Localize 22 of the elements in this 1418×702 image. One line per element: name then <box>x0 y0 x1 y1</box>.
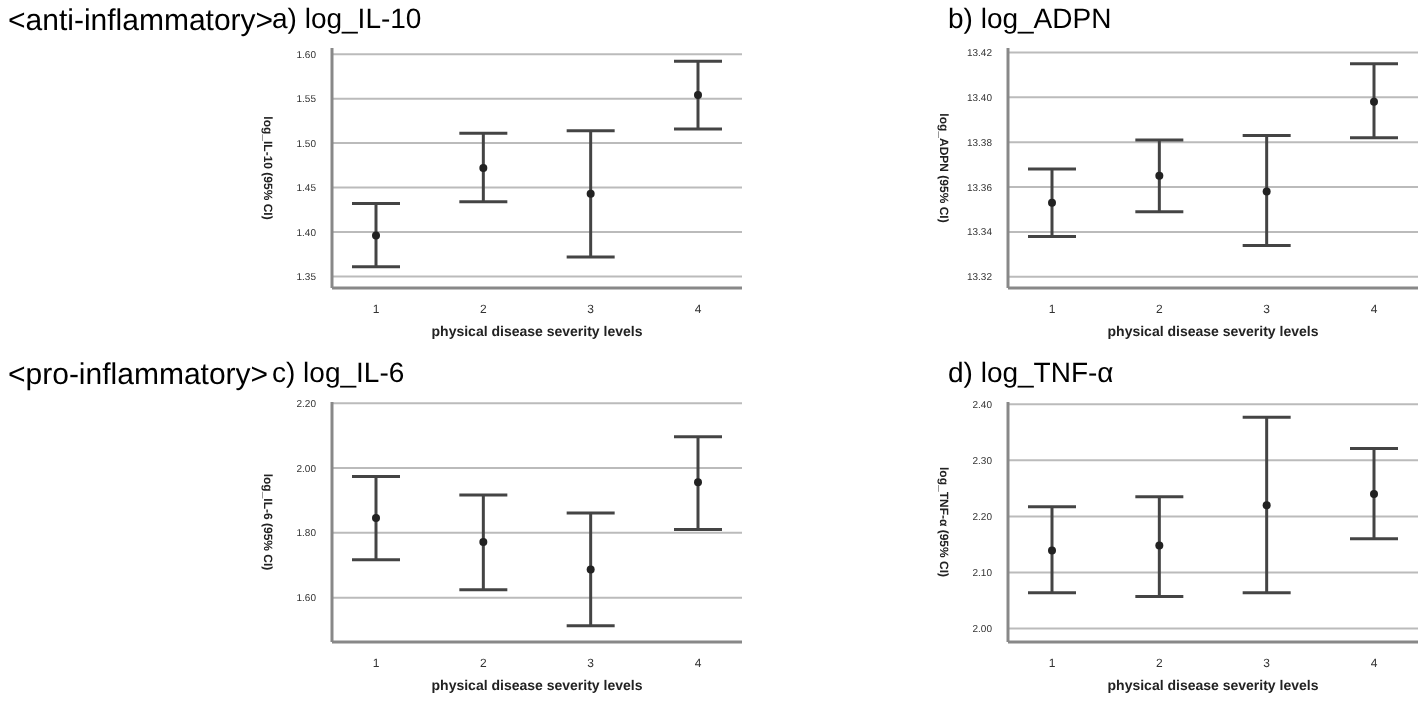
point <box>479 164 488 172</box>
point <box>1262 501 1271 510</box>
point <box>1048 198 1056 207</box>
point <box>1262 187 1271 196</box>
text: <pro-inflammatory> <box>8 358 269 392</box>
point <box>1155 541 1164 550</box>
point <box>372 513 380 522</box>
point <box>694 478 702 487</box>
point <box>694 91 702 100</box>
point <box>1370 97 1378 106</box>
point <box>586 189 595 198</box>
chart-title: a) log_IL-10 <box>272 2 422 34</box>
text: <anti-inflammatory> <box>8 4 274 38</box>
chart-title: b) log_ADPN <box>948 2 1112 34</box>
point <box>372 231 380 240</box>
chart-title: c) log_IL-6 <box>272 356 405 388</box>
point <box>1048 546 1056 555</box>
chart-title: d) log_TNF-α <box>948 356 1114 388</box>
point <box>1155 171 1164 180</box>
point <box>586 565 595 574</box>
point <box>1370 489 1378 498</box>
point <box>479 537 488 546</box>
